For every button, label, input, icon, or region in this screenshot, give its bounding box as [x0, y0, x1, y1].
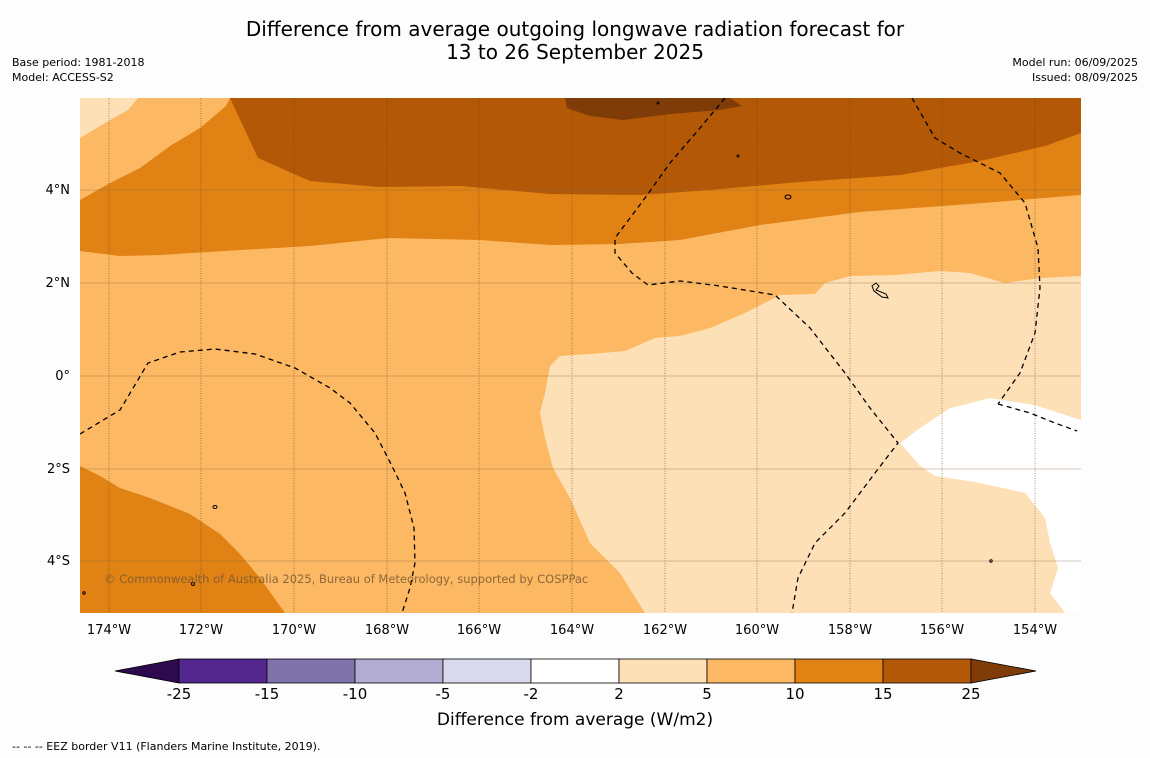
x-tick-label: 160°W	[734, 623, 780, 638]
band-10-15-sw	[80, 466, 285, 613]
x-tick-label: 154°W	[1012, 623, 1058, 638]
band-neutral-east	[900, 398, 1081, 613]
island-2	[212, 505, 218, 509]
islands	[82, 101, 993, 595]
band-15-25-north	[230, 98, 1081, 195]
y-tick-label: 2°S	[46, 462, 70, 477]
eez-border-west	[80, 348, 416, 613]
x-tick-label: 156°W	[919, 623, 965, 638]
map-title-line2: 13 to 26 September 2025	[446, 40, 704, 64]
island-1	[784, 194, 792, 200]
colorbar-tick: -2	[523, 685, 539, 703]
colorbar-segment	[882, 658, 972, 684]
x-tick-label: 174°W	[86, 623, 132, 638]
island-7	[82, 591, 86, 595]
colorbar-tick: 15	[873, 685, 893, 703]
colorbar-segment	[706, 658, 796, 684]
colorbar	[114, 658, 1037, 684]
colorbar-segment	[266, 658, 356, 684]
colorbar-tick: 25	[961, 685, 981, 703]
band-5-10-nw	[80, 98, 230, 200]
colorbar-label: Difference from average (W/m2)	[436, 710, 714, 730]
anomaly-map: © Commonwealth of Australia 2025, Bureau…	[80, 98, 1081, 613]
colorbar-extend-high	[970, 658, 1037, 684]
colorbar-tick: -15	[254, 685, 280, 703]
island-4	[989, 559, 993, 563]
y-tick-label: 4°S	[46, 554, 70, 569]
band-gt25-north	[565, 98, 742, 120]
copyright-text: © Commonwealth of Australia 2025, Bureau…	[104, 572, 588, 586]
island-5	[656, 101, 660, 105]
colorbar-segment	[178, 658, 268, 684]
meta-left: Base period: 1981-2018 Model: ACCESS-S2	[12, 55, 144, 85]
issued-text: Issued: 08/09/2025	[1031, 71, 1138, 84]
x-tick-label: 168°W	[364, 623, 410, 638]
model-run-text: Model run: 06/09/2025	[1012, 56, 1138, 69]
eez-border-east	[997, 403, 1078, 432]
x-tick-label: 166°W	[456, 623, 502, 638]
model-text: Model: ACCESS-S2	[12, 71, 114, 84]
map-title: Difference from average outgoing longwav…	[0, 18, 1150, 64]
colorbar-segment	[442, 658, 532, 684]
colorbar-segment	[530, 658, 620, 684]
map-title-line1: Difference from average outgoing longwav…	[245, 17, 905, 41]
meta-right: Model run: 06/09/2025 Issued: 08/09/2025	[1012, 55, 1138, 85]
island-kiritimati	[871, 282, 889, 299]
x-tick-label: 162°W	[642, 623, 688, 638]
y-tick-label: 4°N	[45, 183, 71, 198]
colorbar-segment	[354, 658, 444, 684]
colorbar-segment	[794, 658, 884, 684]
colorbar-tick: -10	[342, 685, 368, 703]
colorbar-tick: 10	[785, 685, 805, 703]
x-tick-label: 158°W	[827, 623, 873, 638]
lat-gridlines	[80, 189, 1081, 562]
x-tick-label: 172°W	[178, 623, 224, 638]
band-2-5-south	[540, 271, 1081, 613]
colorbar-tick: -25	[166, 685, 192, 703]
colorbar-tick: 5	[702, 685, 712, 703]
y-tick-label: 0°	[55, 369, 70, 384]
island-6	[736, 154, 740, 158]
lon-gridlines	[108, 98, 1036, 613]
island-3	[191, 582, 195, 586]
eez-borders	[80, 98, 1078, 613]
eez-border-north	[614, 98, 899, 613]
eez-border-northeast	[911, 98, 1041, 405]
x-tick-label: 164°W	[549, 623, 595, 638]
colorbar-extend-low	[114, 658, 180, 684]
colorbar-segment	[618, 658, 708, 684]
colorbar-tick: -5	[435, 685, 451, 703]
base-period-text: Base period: 1981-2018	[12, 56, 145, 69]
colorbar-tick: 2	[614, 685, 624, 703]
y-tick-label: 2°N	[45, 276, 71, 291]
footer-note: -- -- -- EEZ border V11 (Flanders Marine…	[12, 740, 321, 753]
x-tick-label: 170°W	[271, 623, 317, 638]
